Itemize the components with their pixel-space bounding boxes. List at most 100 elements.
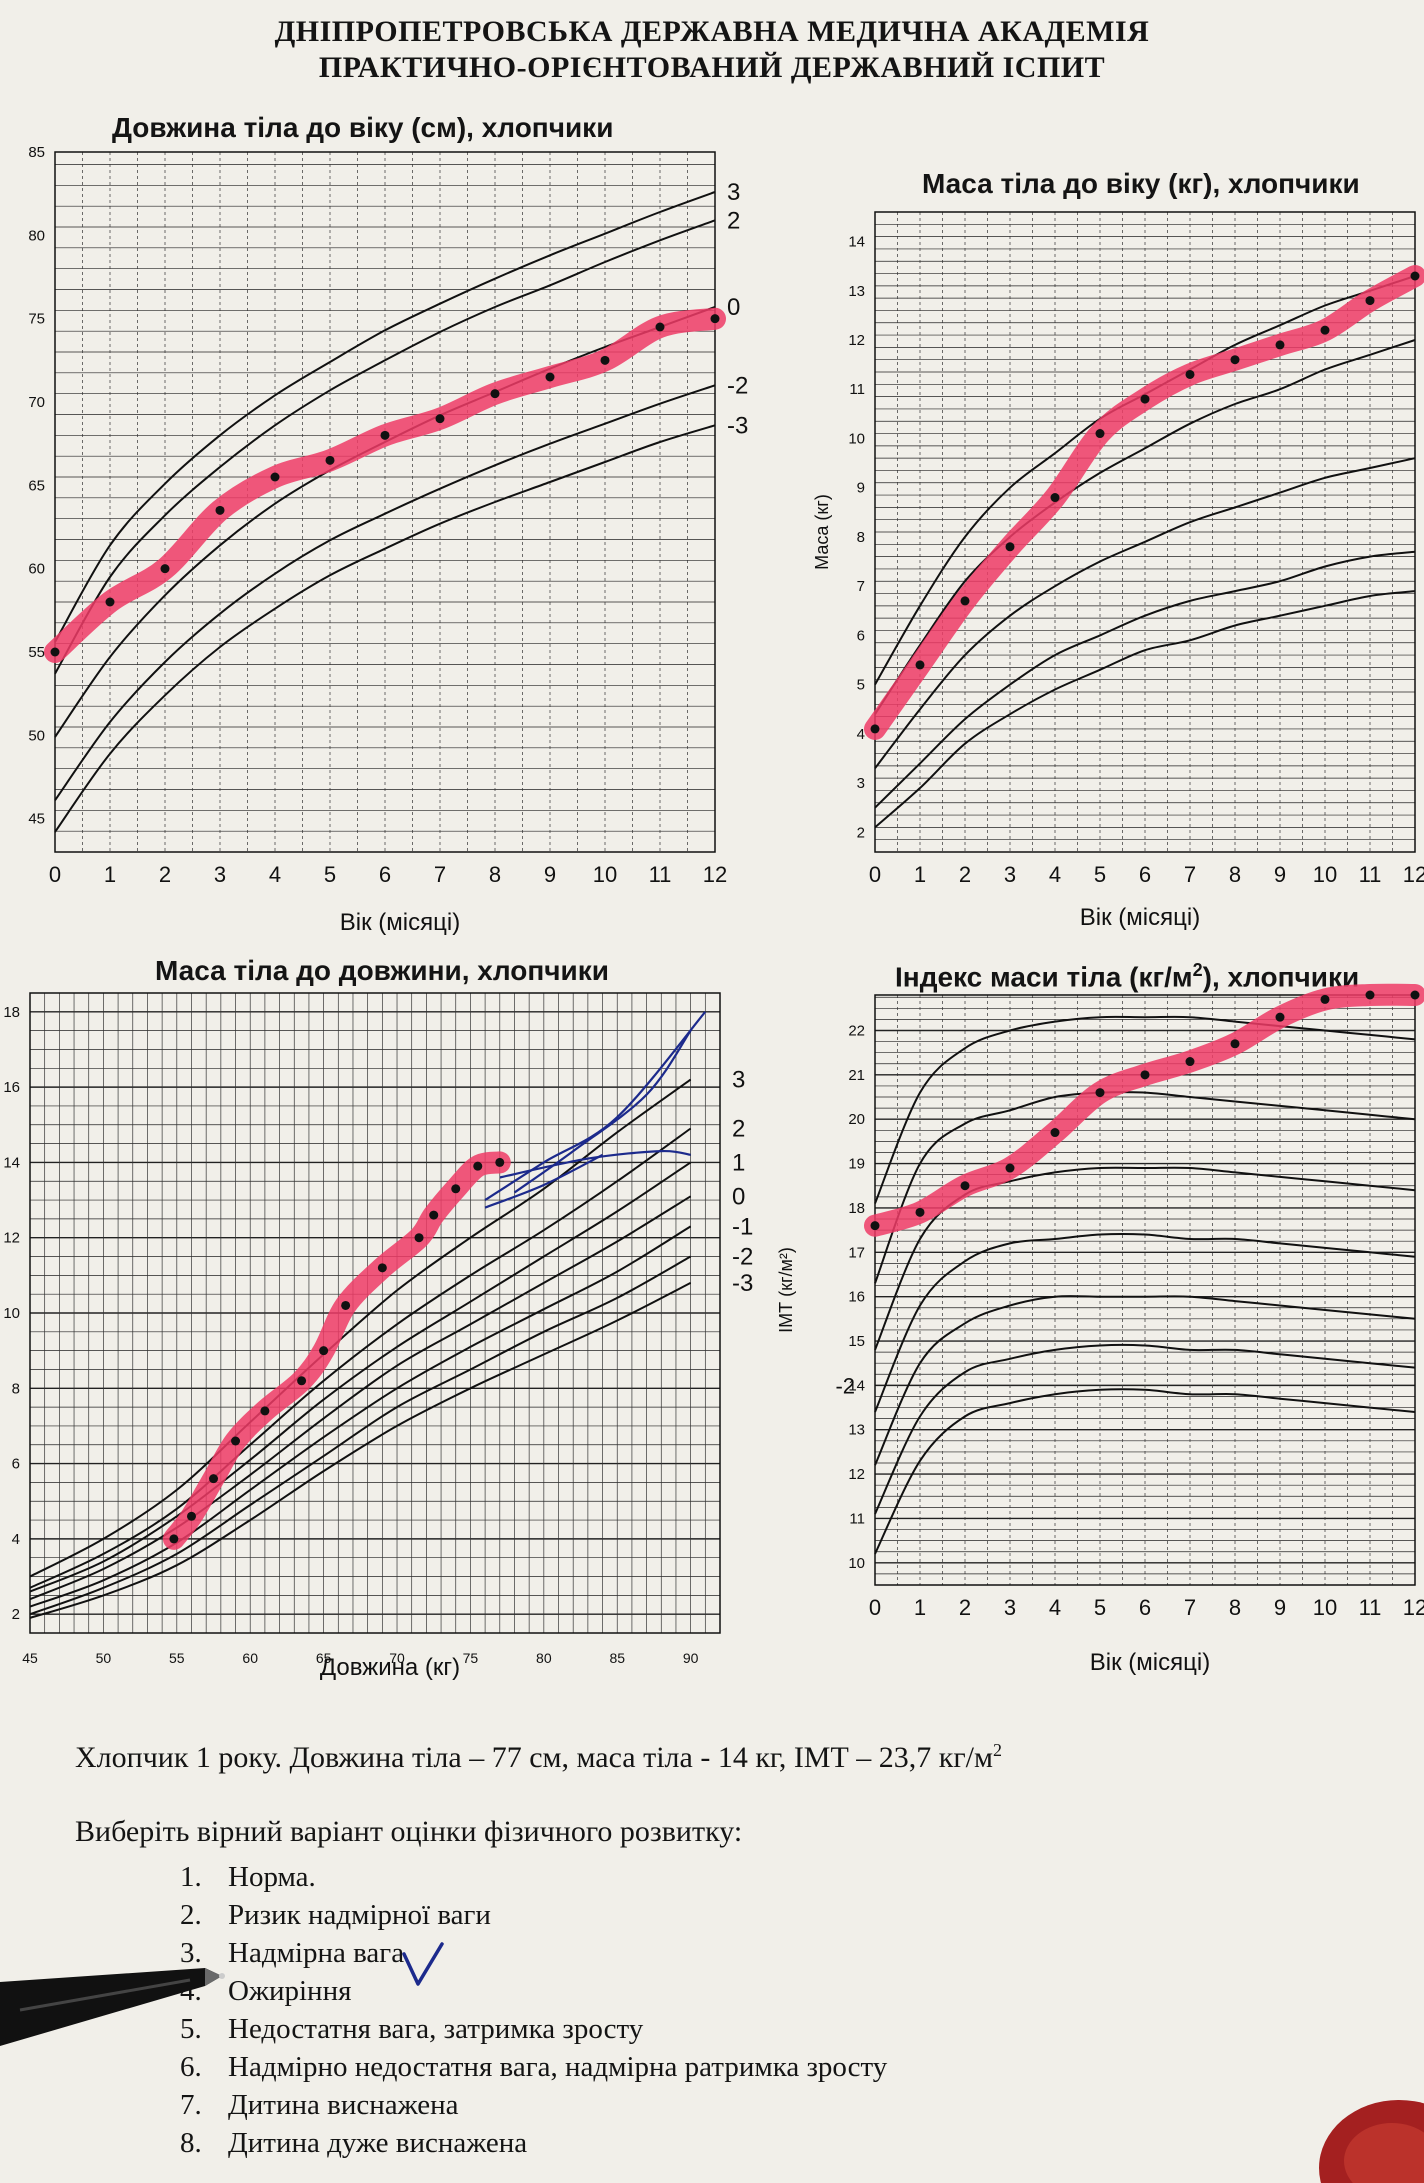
child-data-point xyxy=(1050,493,1060,503)
y-tick-label: 2 xyxy=(857,824,865,841)
x-tick-label: 1 xyxy=(914,1595,926,1620)
y-tick-label: 70 xyxy=(28,394,45,411)
y-tick-label: 22 xyxy=(848,1022,865,1039)
child-data-point xyxy=(960,596,970,606)
child-data-point xyxy=(1230,355,1240,365)
answer-option-label: Норма. xyxy=(228,1861,316,1893)
y-tick-label: 20 xyxy=(848,1111,865,1128)
x-tick-label: 7 xyxy=(434,862,446,887)
y-tick-label: 13 xyxy=(848,1422,865,1439)
x-tick-label: 11 xyxy=(1359,862,1382,887)
answer-option-label: Дитина виснажена xyxy=(228,2089,459,2121)
reference-curve-z1 xyxy=(29,1161,692,1593)
child-data-point xyxy=(1275,340,1285,350)
y-tick-label: 12 xyxy=(3,1230,20,1247)
x-tick-label: 0 xyxy=(869,1595,881,1620)
child-data-point xyxy=(1185,1057,1195,1067)
curve-label: 3 xyxy=(727,179,740,206)
x-tick-label: 85 xyxy=(609,1650,625,1666)
answer-option-3[interactable]: 3. Надмірна вага xyxy=(180,1934,887,1972)
curve-label: -2 xyxy=(732,1244,753,1271)
child-data-point xyxy=(473,1161,483,1171)
child-data-point xyxy=(105,597,115,607)
child-data-point xyxy=(429,1210,439,1220)
answer-option-7[interactable]: 7. Дитина виснажена xyxy=(180,2086,887,2124)
curve-label: -3 xyxy=(732,1270,753,1297)
reference-curve-z0 xyxy=(874,457,1416,769)
child-data-point xyxy=(1005,1163,1015,1173)
y-tick-label: 4 xyxy=(12,1531,20,1548)
plot-frame xyxy=(874,211,1416,853)
x-tick-label: 0 xyxy=(49,862,61,887)
y-tick-label: 60 xyxy=(28,561,45,578)
answer-option-8[interactable]: 8. Дитина дуже виснажена xyxy=(180,2124,887,2162)
y-tick-label: 12 xyxy=(848,332,865,349)
y-tick-label: 13 xyxy=(848,283,865,300)
curve-label: 2 xyxy=(727,207,740,234)
child-data-point xyxy=(215,505,225,515)
answer-option-label: Надмірна вага xyxy=(228,1937,405,1969)
x-tick-label: 2 xyxy=(959,1595,971,1620)
child-data-point xyxy=(545,372,555,382)
reference-curve-z-1 xyxy=(29,1225,692,1608)
y-tick-label: 19 xyxy=(848,1156,865,1173)
pen-icon xyxy=(0,1968,225,2046)
reference-curve-z-2 xyxy=(874,1343,1416,1515)
child-data-point xyxy=(490,389,500,399)
x-axis-label: Вік (місяці) xyxy=(1090,1649,1210,1676)
child-data-point xyxy=(435,414,445,424)
x-tick-label: 10 xyxy=(1313,1595,1337,1620)
answer-option-2[interactable]: 2. Ризик надмірної ваги xyxy=(180,1896,887,1934)
child-data-point xyxy=(325,455,335,465)
x-tick-label: 12 xyxy=(1403,1595,1424,1620)
side-label: -2 xyxy=(835,1373,855,1398)
x-tick-label: 1 xyxy=(104,862,116,887)
y-tick-label: 16 xyxy=(848,1289,865,1306)
child-data-point xyxy=(1275,1012,1285,1022)
reference-curve-z-2 xyxy=(874,550,1416,809)
reference-curve-z3 xyxy=(874,1015,1416,1204)
x-tick-label: 6 xyxy=(1139,862,1151,887)
x-tick-label: 1 xyxy=(914,862,926,887)
curve-label: 0 xyxy=(727,294,740,321)
answer-option-label: Надмірно недостатня вага, надмірна ратри… xyxy=(228,2051,888,2083)
y-tick-label: 65 xyxy=(28,477,45,494)
child-data-point xyxy=(160,564,170,574)
child-data-point xyxy=(870,1221,880,1231)
reference-curve-z-3 xyxy=(874,1388,1416,1555)
x-tick-label: 6 xyxy=(379,862,391,887)
y-tick-label: 10 xyxy=(3,1305,20,1322)
y-tick-label: 11 xyxy=(849,381,865,398)
pen-annotations xyxy=(484,1011,707,1209)
reference-curve-z2 xyxy=(874,339,1416,715)
curve-label: 1 xyxy=(732,1149,745,1176)
answer-option-6[interactable]: 6. Надмірно недостатня вага, надмірна рат… xyxy=(180,2048,887,2086)
x-tick-label: 8 xyxy=(489,862,501,887)
y-tick-label: 21 xyxy=(848,1067,865,1084)
answer-option-number: 8. xyxy=(180,2127,202,2159)
plot-frame xyxy=(54,151,716,853)
y-tick-label: 6 xyxy=(12,1456,20,1473)
y-tick-label: 15 xyxy=(848,1333,865,1350)
y-tick-label: 5 xyxy=(857,677,865,694)
child-data-point xyxy=(1140,1070,1150,1080)
exam-header: ДНІПРОПЕТРОВСЬКА ДЕРЖАВНА МЕДИЧНА АКАДЕМ… xyxy=(0,14,1424,86)
pen-stroke xyxy=(484,1153,604,1209)
y-tick-label: 14 xyxy=(848,1377,865,1394)
child-data-point xyxy=(260,1406,270,1416)
x-tick-label: 11 xyxy=(649,862,672,887)
x-tick-label: 3 xyxy=(1004,1595,1016,1620)
answer-option-number: 5. xyxy=(180,2013,202,2045)
answer-option-1[interactable]: 1. Норма. xyxy=(180,1858,887,1896)
y-tick-label: 12 xyxy=(848,1466,865,1483)
y-axis-label: Маса (кг) xyxy=(812,494,832,570)
y-tick-label: 10 xyxy=(848,1555,865,1572)
chart-bmi-age-title: Індекс маси тіла (кг/м2), хлопчики xyxy=(895,960,1359,993)
answer-option-4[interactable]: 4. Ожиріння xyxy=(180,1972,887,2010)
answer-option-5[interactable]: 5. Недостатня вага, затримка зросту xyxy=(180,2010,887,2048)
child-data-point xyxy=(319,1346,329,1356)
child-data-point xyxy=(414,1233,424,1243)
child-data-point xyxy=(870,724,880,734)
